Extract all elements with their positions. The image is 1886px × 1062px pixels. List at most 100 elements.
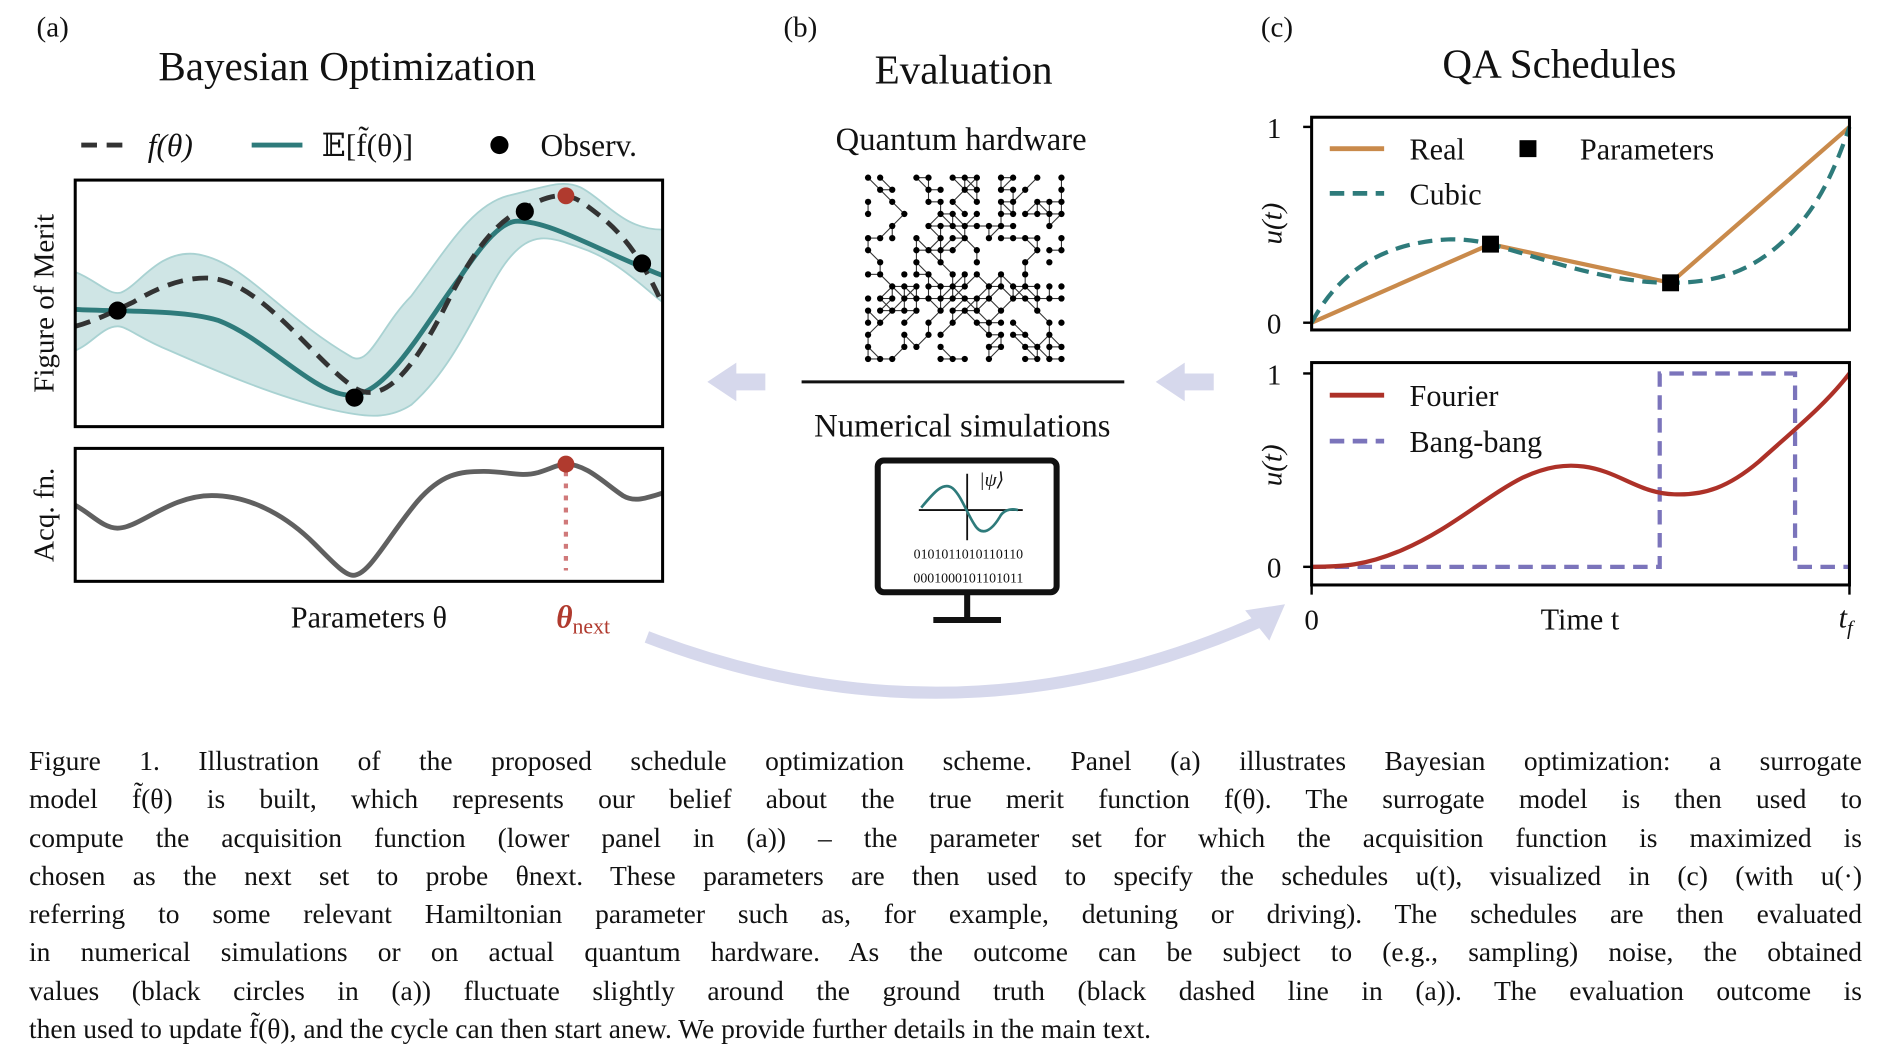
- qubit-node: [973, 198, 980, 205]
- qubit-node: [1009, 186, 1017, 193]
- qubit-node: [949, 271, 956, 278]
- qubit-node: [889, 355, 896, 363]
- qubit-node: [961, 234, 968, 242]
- figure: (a) Bayesian Optimization f(θ) 𝔼[f̃(θ)] …: [28, 11, 1856, 699]
- panel-a-title: Bayesian Optimization: [158, 43, 536, 89]
- qubit-node: [985, 355, 993, 363]
- qubit-node: [913, 174, 920, 181]
- figure-caption: Figure 1. Illustration of the proposed s…: [29, 742, 1862, 1048]
- qubit-node: [973, 222, 980, 230]
- qubit-node: [913, 283, 920, 290]
- qubit-node: [925, 319, 932, 326]
- qubit-node: [1034, 283, 1041, 290]
- qubit-node: [864, 331, 872, 338]
- observation-point: [345, 388, 364, 407]
- caption-line: chosen as the next set to probe θnext. T…: [29, 859, 1862, 891]
- observation-point: [515, 202, 534, 221]
- qubit-node: [1009, 283, 1017, 290]
- qubit-node: [925, 283, 932, 290]
- qubit-node: [1022, 283, 1029, 290]
- qubit-node: [1009, 210, 1017, 218]
- binary-line-2: 0001000101101011: [913, 572, 1023, 587]
- qubit-node: [1022, 210, 1029, 218]
- qubit-node: [889, 234, 896, 242]
- qubit-node: [1034, 234, 1041, 242]
- qubit-node: [1058, 283, 1065, 290]
- top-ylabel: u(t): [1256, 203, 1288, 245]
- qubit-node: [937, 331, 944, 338]
- qubit-node: [925, 247, 932, 254]
- qubit-node: [937, 343, 944, 351]
- qubit-node: [973, 319, 980, 326]
- qubit-node: [961, 283, 968, 290]
- qubit-node: [949, 247, 956, 254]
- qubit-node: [1046, 331, 1053, 338]
- qubit-node: [864, 210, 872, 218]
- qubit-node: [901, 271, 908, 278]
- qubit-node: [925, 186, 932, 193]
- caption-line: values (black circles in (a)) fluctuate …: [29, 974, 1862, 1006]
- qubit-node: [877, 319, 884, 326]
- parameter-marker: [1662, 274, 1680, 292]
- legend-surrogate-mean: 𝔼[f̃(θ)]: [322, 127, 413, 163]
- qubit-node: [1022, 259, 1029, 266]
- panel-c-title: QA Schedules: [1442, 40, 1676, 86]
- caption-line: referring to some relevant Hamiltonian p…: [29, 898, 1862, 930]
- qubit-node: [925, 295, 932, 302]
- qubit-node: [973, 210, 980, 218]
- qubit-node: [925, 271, 932, 278]
- qubit-node: [1058, 343, 1065, 351]
- qubit-node: [877, 234, 884, 242]
- qubit-node: [1009, 222, 1017, 230]
- uncertainty-band: [75, 182, 663, 417]
- arrow-left-icon: [1155, 362, 1214, 402]
- qubit-node: [864, 295, 872, 302]
- curved-arrow-head-icon: [1245, 604, 1286, 641]
- qubit-node: [901, 331, 908, 338]
- legend-bangbang: Bang-bang: [1410, 425, 1543, 459]
- bottom-ylabel: u(t): [1256, 444, 1288, 486]
- qubit-node: [961, 295, 968, 302]
- qubit-node: [1022, 271, 1029, 278]
- psi-label: |ψ⟩: [979, 470, 1004, 491]
- qubit-node: [949, 174, 956, 181]
- qubit-node: [997, 174, 1005, 181]
- qubit-node: [985, 331, 993, 338]
- qubit-node: [913, 307, 920, 314]
- qubit-node: [864, 234, 872, 242]
- qubit-node: [1058, 355, 1065, 363]
- qubit-node: [889, 295, 896, 302]
- legend-fourier: Fourier: [1410, 379, 1499, 413]
- xtick-0: 0: [1304, 605, 1319, 637]
- qubit-node: [1058, 319, 1065, 326]
- qubit-node: [1046, 295, 1053, 302]
- qubit-node: [1046, 247, 1053, 254]
- caption-line: in numerical simulations or on actual qu…: [29, 936, 1862, 968]
- qubit-node: [1034, 174, 1041, 181]
- qubit-node: [901, 295, 908, 302]
- qubit-node: [925, 331, 932, 338]
- qubit-node: [1058, 198, 1065, 205]
- qubit-node: [937, 355, 944, 363]
- qubit-lattice-icon: [864, 174, 1065, 363]
- qubit-node: [1022, 186, 1029, 193]
- merit-plot-frame: [73, 178, 665, 429]
- qubit-node: [949, 295, 956, 302]
- qubit-node: [937, 307, 944, 314]
- numerical-simulations-label: Numerical simulations: [814, 408, 1110, 444]
- panel-b-title: Evaluation: [875, 46, 1053, 92]
- cubic-schedule-line: [1309, 126, 1852, 324]
- schedule-top-plot: 1 0 Real Parameters Cubic: [1267, 113, 1852, 341]
- legend-dot-icon: [490, 135, 509, 155]
- wavefunction-icon: [920, 484, 1019, 533]
- qubit-node: [1009, 295, 1017, 302]
- real-schedule-line: [1310, 125, 1851, 325]
- qubit-node: [949, 198, 956, 205]
- qubit-node: [1009, 198, 1017, 205]
- qubit-node: [973, 259, 980, 266]
- qubit-node: [961, 355, 968, 363]
- qubit-node: [997, 234, 1005, 242]
- top-plot-frame: [1310, 115, 1851, 332]
- legend-observations: Observ.: [541, 128, 638, 163]
- theta-next-label: θnext: [556, 599, 610, 638]
